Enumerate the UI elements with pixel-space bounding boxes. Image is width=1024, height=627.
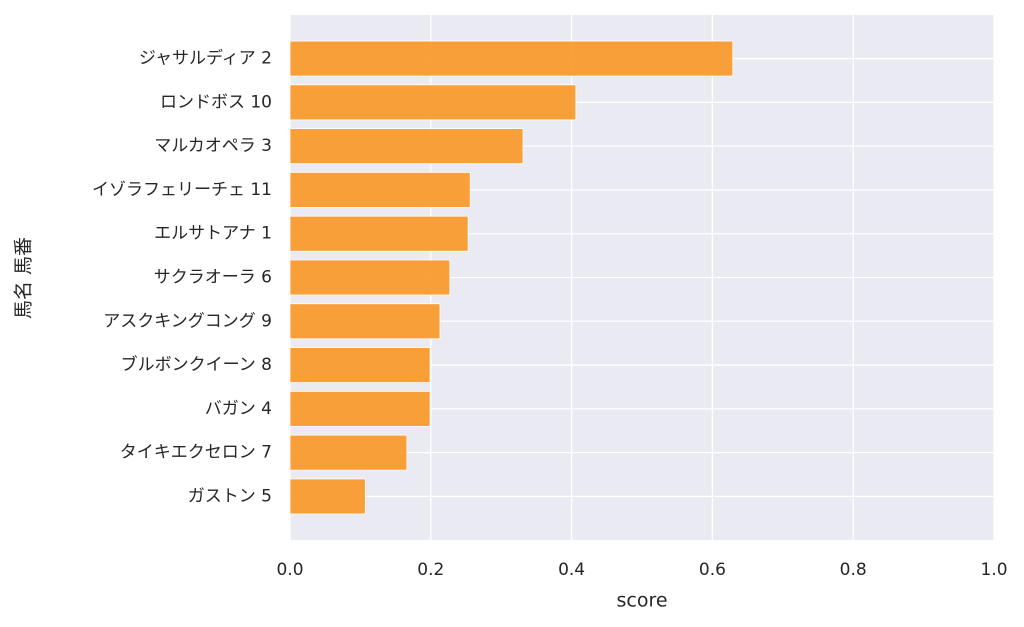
x-tick-label: 0.8 [840, 560, 867, 580]
y-tick-label: バガン 4 [205, 399, 272, 419]
bar [289, 215, 469, 252]
bar [289, 172, 471, 208]
x-tick-label: 0.6 [699, 560, 726, 580]
x-axis-label: score [616, 590, 667, 612]
x-tick-label: 0.4 [558, 560, 585, 580]
bar [289, 128, 524, 165]
bar [289, 303, 441, 340]
y-tick-label: ロンドボス 10 [160, 92, 272, 112]
y-tick-label: アスクキングコング 9 [103, 311, 272, 331]
x-tick-label: 0.2 [417, 560, 444, 580]
x-tick-label: 0.0 [276, 560, 303, 580]
y-tick-label: ジャサルディア 2 [139, 48, 272, 69]
bar [289, 40, 734, 77]
y-tick-label: マルカオペラ 3 [154, 136, 272, 156]
y-axis-label: 馬名 馬番 [13, 237, 35, 319]
bar [289, 347, 431, 383]
y-tick-label: イゾラフェリーチェ 11 [92, 180, 272, 200]
bar [289, 434, 408, 471]
y-tick-label: エルサトアナ 1 [154, 224, 272, 244]
bar [289, 84, 577, 121]
y-tick-label: サクラオーラ 6 [154, 268, 272, 288]
bar [289, 259, 451, 296]
y-tick-label: ガストン 5 [188, 486, 272, 506]
x-tick-label: 1.0 [980, 560, 1007, 580]
y-tick-label: タイキエクセロン 7 [120, 443, 272, 463]
y-tick-label: ブルボンクイーン 8 [121, 354, 272, 375]
bar [289, 478, 366, 515]
bar [289, 390, 431, 427]
